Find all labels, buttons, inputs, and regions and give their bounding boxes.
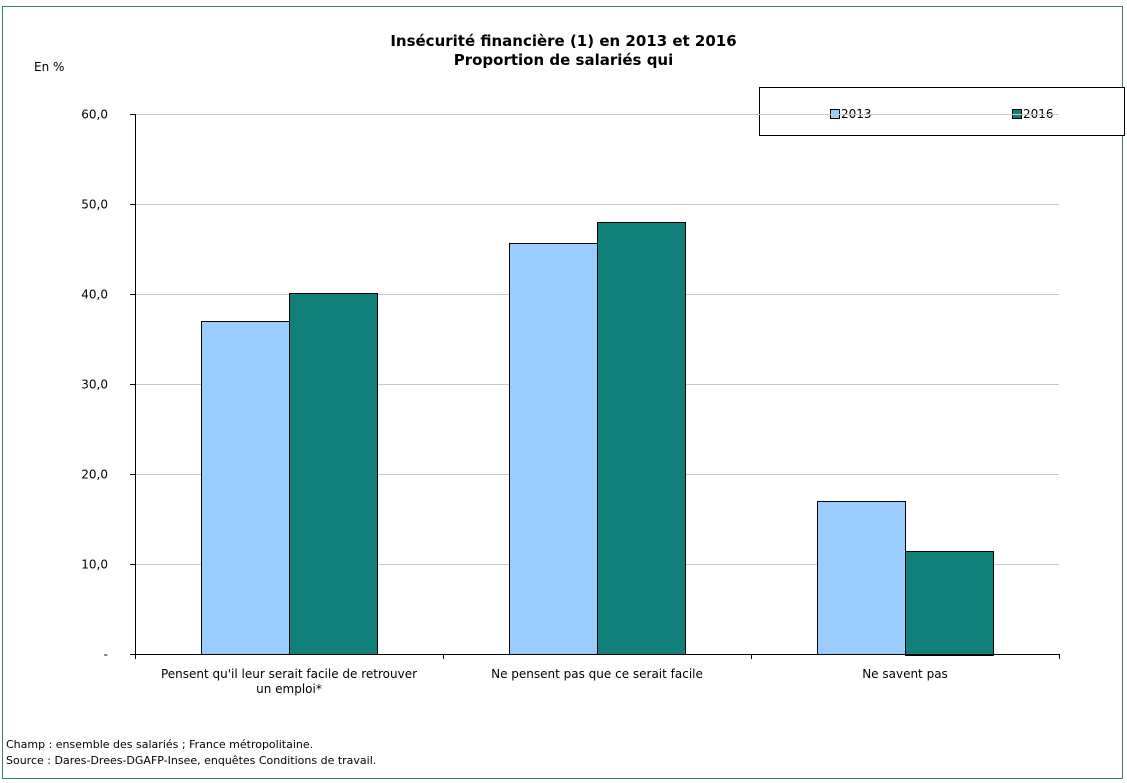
chart-title: Insécurité financière (1) en 2013 et 201… (390, 32, 737, 50)
y-axis-unit-label: En % (34, 60, 65, 74)
chart-frame (2, 6, 1123, 779)
bar-2013-cat-3 (817, 501, 906, 655)
y-tick-label: 40,0 (81, 288, 108, 302)
bar-2013-cat-1 (201, 321, 290, 655)
y-tick-label: 50,0 (81, 198, 108, 212)
bar-2016-cat-1 (289, 293, 378, 655)
x-category-label: Ne savent pas (862, 667, 948, 681)
chart-subtitle: Proportion de salariés qui (453, 51, 674, 69)
x-category-label: un emploi* (256, 682, 322, 696)
x-category-label: Pensent qu'il leur serait facile de retr… (161, 667, 417, 681)
bar-2013-cat-2 (509, 243, 598, 655)
y-tick-label: 60,0 (81, 108, 108, 122)
bar-2016-cat-2 (597, 222, 686, 655)
note-champ: Champ : ensemble des salariés ; France m… (6, 738, 314, 751)
y-tick-label: 20,0 (81, 468, 108, 482)
y-tick-label: - (104, 648, 108, 662)
bar-2016-cat-3 (905, 551, 994, 656)
note-source: Source : Dares-Drees-DGAFP-Insee, enquêt… (6, 754, 377, 767)
y-tick-label: 30,0 (81, 378, 108, 392)
x-category-label: Ne pensent pas que ce serait facile (491, 667, 703, 681)
y-tick-label: 10,0 (81, 558, 108, 572)
